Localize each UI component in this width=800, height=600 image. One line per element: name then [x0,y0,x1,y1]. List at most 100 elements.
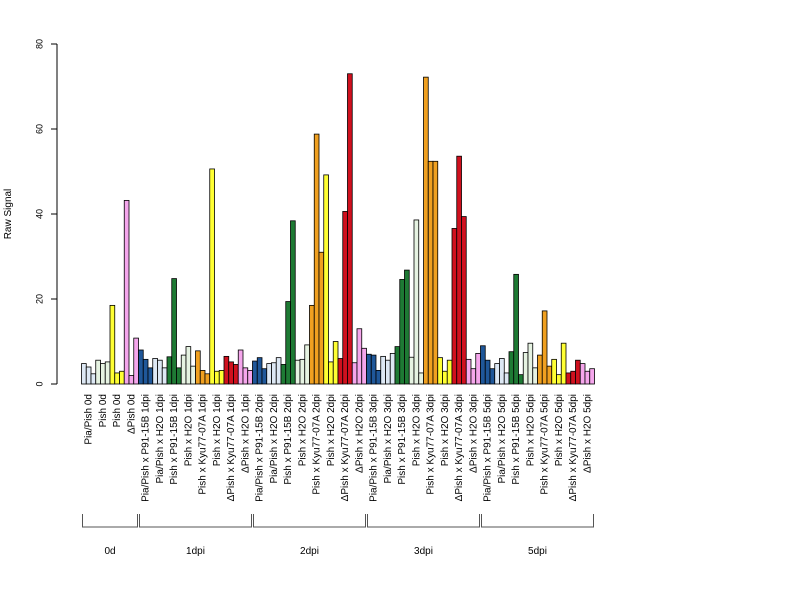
x-tick-label: Pish x P91-15B 2dpi [283,394,294,485]
bar [199,369,206,385]
bar [157,359,163,385]
group-brackets: 0d 1dpi 2dpi 3dpi 5dpi [82,514,594,557]
bar [370,354,377,385]
x-tick-label: Pish x P91-15B 3dpi [397,394,408,485]
bar [513,273,519,385]
bar [81,363,87,385]
y-tick-label: 40 [34,209,44,219]
bar [142,358,149,385]
bar [85,366,92,385]
bar [570,370,576,385]
bar [527,342,534,385]
x-tick-label: Pish x P91-15B 5dpi [511,394,522,485]
bar [584,370,591,385]
bar [579,363,586,385]
bar [423,76,429,385]
bar [361,347,367,385]
bar [176,367,182,385]
bar [209,168,215,385]
bar [332,341,339,385]
x-tick-label: Pish x Kyu77-07A 2dpi [312,394,323,495]
x-tick-label: Pia/Pish x H2O 2dpi [269,394,280,484]
x-tick-label: ΔPish x H2O 3dpi [468,394,479,473]
bar [484,359,491,385]
x-tick-label: Pish x H2O 3dpi [440,394,451,466]
bar [347,73,353,385]
x-tick-label: Pish x H2O 1dpi [212,394,223,466]
bar [271,362,277,385]
bar [499,358,505,385]
bar [104,361,111,385]
bar [560,342,567,385]
bar [233,364,239,385]
x-axis-labels: Pia/Pish 0d Pish 0d Pish 0d ΔPish 0d Pia/Pis… [84,394,594,502]
x-tick-label: Pia/Pish x H2O 1dpi [155,394,166,484]
bar [147,367,154,385]
x-tick-label: ΔPish x Kyu77-07A 1dpi [226,394,237,501]
bar [546,365,553,385]
group-label: 3dpi [414,546,433,557]
group-bracket [481,514,594,528]
bar [252,360,258,385]
x-tick-label: Pish 0d [98,394,109,427]
x-tick-label: Pia/Pish x P91-15B 5dpi [483,394,494,502]
bar [589,368,595,385]
x-tick-label: Pia/Pish x P91-15B 1dpi [141,394,152,502]
bar [133,337,139,385]
bar [456,155,462,385]
bar [256,357,263,385]
y-tick-label: 60 [34,124,44,134]
x-tick-label: Pia/Pish x P91-15B 3dpi [369,394,380,502]
bar [446,359,453,385]
x-tick-label: Pish 0d [112,394,123,427]
bar [309,304,315,385]
bar [432,160,439,385]
bar [180,354,187,385]
bar [195,350,201,385]
bar [185,346,192,385]
bar [114,372,120,385]
x-tick-label: Pish x H2O 2dpi [297,394,308,466]
x-tick-label: ΔPish x H2O 2dpi [354,394,365,473]
bar [228,361,234,385]
x-tick-label: Pia/Pish 0d [84,394,95,445]
x-tick-label: Pish x H2O 5dpi [525,394,536,466]
bar [214,370,220,385]
bar [427,160,434,385]
bar [394,346,401,385]
x-tick-label: Pia/Pish x P91-15B 2dpi [255,394,266,502]
x-tick-label: Pish x H2O 2dpi [326,394,337,466]
bar [408,356,415,385]
bar [413,219,420,385]
bar [119,370,125,385]
bar [356,328,363,385]
bar [418,372,424,385]
bar [152,358,158,385]
bar [304,344,310,385]
bar [123,199,130,385]
group-label: 2dpi [300,546,319,557]
x-tick-label: Pish x Kyu77-07A 3dpi [426,394,437,495]
bar [299,358,306,385]
bar [465,358,472,385]
x-tick-label: ΔPish x Kyu77-07A 2dpi [340,394,351,501]
bar [375,369,382,385]
bar [95,359,101,385]
x-tick-label: ΔPish x Kyu77-07A 3dpi [454,394,465,501]
bar [565,372,572,385]
bar [261,368,268,385]
bar [404,269,410,385]
y-axis: 0 20 40 60 80 [34,39,58,387]
bar [204,373,211,385]
bar [342,211,348,385]
bar [266,363,272,385]
group-bracket [82,514,138,528]
x-tick-label: Pish x Kyu77-07A 5dpi [540,394,551,495]
bar [337,358,344,385]
bar [556,374,562,385]
bar [537,354,543,385]
x-tick-label: Pish x H2O 5dpi [554,394,565,466]
bar [275,357,282,385]
x-tick-label: ΔPish x Kyu77-07A 5dpi [568,394,579,501]
bar [328,361,334,385]
